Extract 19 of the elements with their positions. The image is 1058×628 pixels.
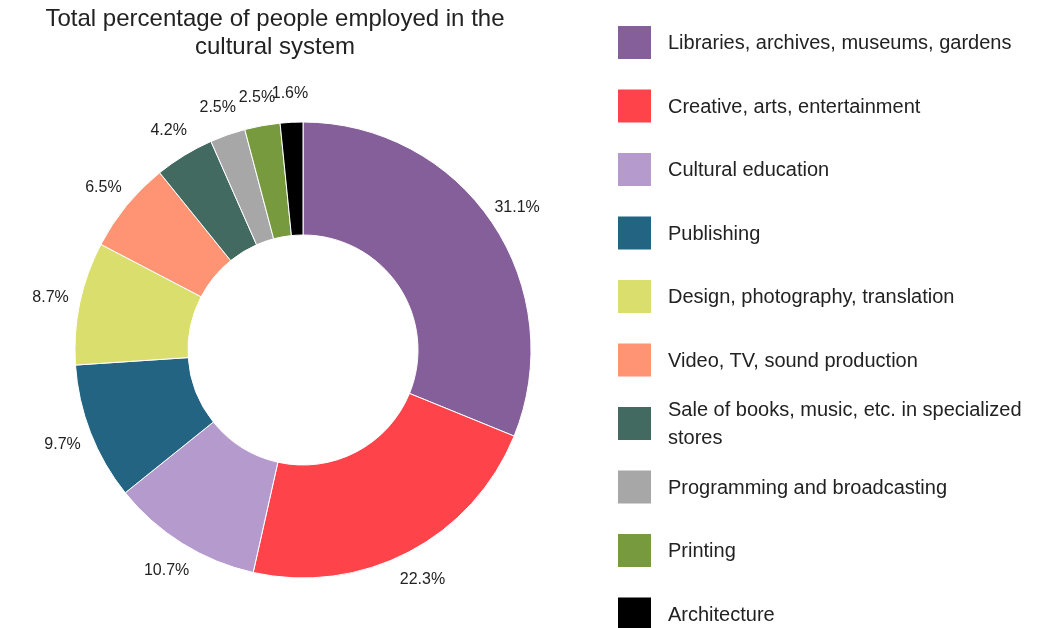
- legend-label: Sale of books, music, etc. in specialized stores: [668, 398, 1022, 448]
- data-label: 4.2%: [150, 121, 187, 139]
- legend-label: Video, TV, sound production: [668, 348, 918, 371]
- data-label: 22.3%: [399, 570, 446, 588]
- legend-label: Creative, arts, entertainment: [668, 94, 921, 117]
- legend-label: Publishing: [668, 221, 761, 244]
- legend-label: Cultural education: [668, 158, 830, 180]
- data-label: 8.7%: [32, 288, 69, 306]
- data-label: 2.5%: [199, 98, 236, 116]
- chart-title: Total percentage of people employed in the cultural system: [45, 4, 505, 59]
- data-label: 9.7%: [44, 435, 81, 453]
- legend-label: Printing: [668, 539, 736, 561]
- data-label: 10.7%: [143, 560, 190, 578]
- data-label: 6.5%: [85, 178, 122, 196]
- data-label: 31.1%: [494, 197, 540, 215]
- legend-label: Design, photography, translation: [668, 285, 955, 307]
- legend-label: Libraries, archives, museums, gardens: [668, 31, 1012, 53]
- legend-label: Programming and broadcasting: [668, 475, 948, 498]
- legend-label: Architecture: [668, 602, 775, 625]
